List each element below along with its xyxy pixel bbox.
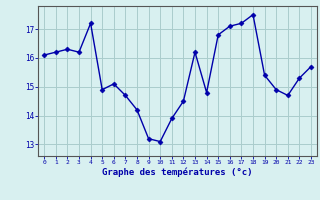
X-axis label: Graphe des températures (°c): Graphe des températures (°c) xyxy=(102,168,253,177)
